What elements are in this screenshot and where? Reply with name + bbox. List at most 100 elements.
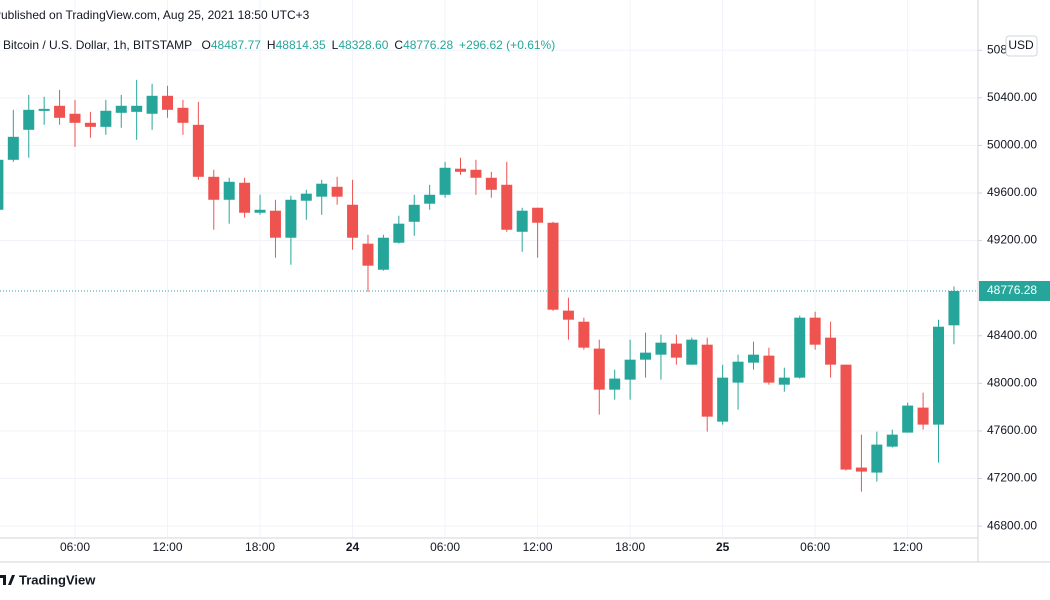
candle-body: [547, 222, 559, 310]
candle-body: [640, 352, 652, 360]
candle-body: [485, 177, 497, 190]
candle-body: [902, 405, 914, 433]
ohlc-value: 48814.35: [275, 38, 326, 52]
candle-body: [177, 107, 189, 123]
y-tick-label: 49200.00: [987, 233, 1037, 247]
change: +296.62 (+0.61%): [459, 38, 556, 52]
y-tick-label: 47600.00: [987, 423, 1037, 437]
currency-label: USD: [1008, 38, 1034, 52]
candle-body: [131, 105, 143, 112]
candle-body: [763, 355, 775, 383]
candle-body: [501, 184, 513, 230]
ohlc-key: C: [394, 38, 404, 52]
y-tick-label: 50000.00: [987, 138, 1037, 152]
x-tick-label: 25: [716, 540, 730, 554]
candle-body: [285, 199, 297, 238]
candle-body: [825, 337, 837, 365]
candle-body: [100, 110, 112, 127]
y-tick-label: 47200.00: [987, 471, 1037, 485]
logo-icon: [0, 575, 15, 585]
candle-body: [115, 105, 127, 113]
candle-body: [655, 342, 667, 355]
candle-body: [69, 113, 81, 123]
candle-body: [532, 207, 544, 223]
ohlc-key: O: [201, 38, 211, 52]
candle-body: [316, 183, 328, 197]
x-tick-label: 06:00: [800, 540, 830, 554]
candle-body: [377, 237, 389, 270]
ohlc-value: 48328.60: [338, 38, 389, 52]
brand: TradingView: [19, 572, 96, 587]
candle-body: [624, 359, 636, 380]
x-tick-label: 12:00: [523, 540, 553, 554]
candle-body: [455, 168, 466, 172]
candle-body: [223, 181, 235, 200]
last-price-label: 48776.28: [987, 283, 1037, 297]
candle-body: [855, 467, 867, 472]
candle-body: [516, 210, 528, 232]
x-tick-label: 06:00: [60, 540, 90, 554]
x-tick-label: 18:00: [245, 540, 275, 554]
candle-body: [871, 444, 883, 473]
candle-body: [239, 182, 251, 213]
candle-body: [933, 326, 945, 425]
x-tick-label: 12:00: [153, 540, 183, 554]
published: Published on TradingView.com, Aug 25, 20…: [0, 8, 310, 22]
y-tick-label: 49600.00: [987, 185, 1037, 199]
candles: [0, 79, 978, 492]
x-tick-label: 06:00: [430, 540, 460, 554]
ohlc-key: H: [266, 38, 276, 52]
candle-body: [794, 317, 806, 378]
candle-body: [809, 317, 821, 345]
candle-body: [408, 204, 420, 222]
currency-badge[interactable]: [1005, 35, 1038, 57]
candle-body: [686, 339, 698, 365]
candle-body: [347, 204, 359, 238]
candle-body: [578, 321, 590, 348]
candle-body: [38, 108, 50, 111]
candle-body: [331, 186, 343, 197]
candle-body: [0, 159, 4, 210]
candle-body: [886, 434, 898, 447]
axes: 46800.00 47200.00 47600.00 48000.00 48400.00…: [0, 0, 1050, 563]
candle-body: [300, 193, 312, 201]
y-tick-label: 46800.00: [987, 518, 1037, 532]
candle-body: [778, 377, 790, 385]
candle-body: [208, 176, 220, 200]
candle-body: [439, 167, 451, 195]
candle-body: [670, 343, 682, 358]
candle-body: [269, 210, 281, 238]
symbol: Bitcoin / U.S. Dollar, 1h, BITSTAMP: [3, 38, 193, 52]
candle-body: [948, 290, 960, 326]
candle-body: [717, 377, 729, 422]
candle-body: [362, 243, 374, 266]
ohlc-value: 48776.28: [403, 38, 454, 52]
y-tick-label: 48400.00: [987, 328, 1037, 342]
candle-body: [254, 209, 266, 213]
candle-body: [917, 407, 929, 425]
y-tick-label: 50400.00: [987, 90, 1037, 104]
candle-body: [162, 95, 174, 110]
legend-header: Bitcoin / U.S. Dollar, 1h, BITSTAMP O484…: [3, 38, 561, 52]
candle-body: [562, 310, 574, 320]
candle-body: [609, 378, 621, 390]
candle-body: [732, 361, 744, 383]
candle-body: [54, 105, 66, 118]
ohlc-key: L: [331, 38, 339, 52]
x-tick-label: 12:00: [893, 540, 923, 554]
x-tick-label: 18:00: [615, 540, 645, 554]
candle-body: [840, 364, 852, 470]
candle-body: [192, 124, 204, 177]
y-tick-label: 48000.00: [987, 376, 1037, 390]
x-tick-label: 24: [346, 540, 360, 554]
candle-body: [146, 95, 158, 114]
logo: TradingView: [0, 572, 96, 587]
grid: [0, 0, 978, 538]
candle-body: [470, 169, 482, 178]
candle-body: [747, 354, 759, 363]
candle-body: [393, 223, 405, 243]
candle-body: [7, 136, 19, 160]
ohlc-value: 48487.77: [210, 38, 261, 52]
